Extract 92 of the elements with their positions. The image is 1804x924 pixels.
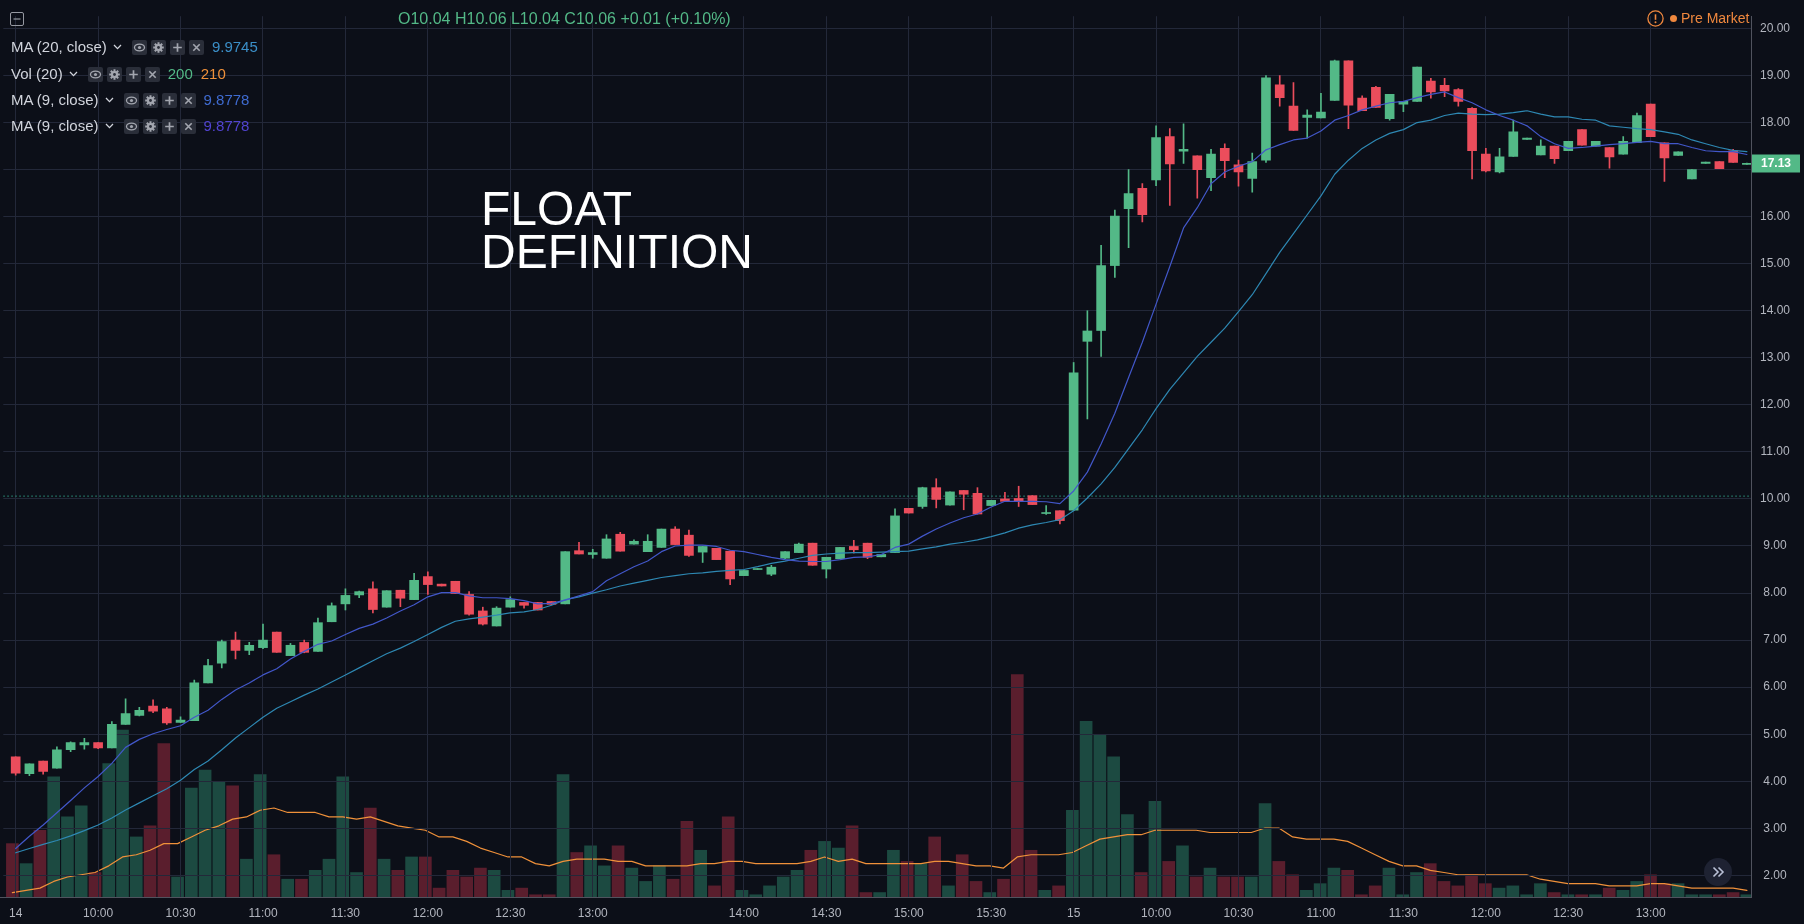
bar <box>694 849 708 897</box>
candlestick <box>1316 93 1326 119</box>
bar <box>1162 861 1176 897</box>
y-tick-label: 13.00 <box>1760 350 1791 365</box>
y-tick-label: 4.00 <box>1763 773 1788 788</box>
bar <box>212 780 226 897</box>
x-tick-label: 15:00 <box>893 905 925 920</box>
bar <box>570 852 584 897</box>
annotation: 210 <box>200 65 226 83</box>
x-tick-label: 14:00 <box>728 905 760 920</box>
y-tick-label: 7.00 <box>1763 632 1788 647</box>
bar <box>556 774 570 897</box>
bar <box>1547 892 1561 897</box>
y-tick-label: 5.00 <box>1763 726 1788 741</box>
bar <box>1602 887 1616 897</box>
bar <box>804 849 818 897</box>
bar <box>391 869 405 897</box>
x-tick-label: 14:30 <box>811 905 842 920</box>
x-tick-label: 12:00 <box>1470 905 1502 920</box>
bar <box>226 785 239 897</box>
x-tick-label: 13:00 <box>1635 905 1667 920</box>
bar <box>267 854 281 897</box>
y-tick-label: 16.00 <box>1760 208 1791 223</box>
bar <box>1176 845 1189 897</box>
bar <box>1189 876 1203 897</box>
bar <box>845 825 859 897</box>
x-tick-label: 15 <box>1066 905 1081 920</box>
x-tick-label: 11:30 <box>330 905 361 920</box>
annotation: MA (20, close) <box>11 38 107 56</box>
annotation: O10.04 H10.06 L10.04 C10.06 +0.01 (+0.10%) <box>398 10 731 28</box>
annotation: Pre Market <box>1681 9 1750 27</box>
annotation: MA (9, close) <box>11 117 99 135</box>
x-tick-label: 12:30 <box>1553 905 1584 920</box>
x-tick-label: 11:00 <box>1306 905 1336 920</box>
bar <box>942 885 955 897</box>
y-tick-label: 14.00 <box>1760 303 1791 318</box>
x-tick-label: 12:30 <box>495 905 526 920</box>
bar <box>1575 894 1589 897</box>
x-tick-label: 11:00 <box>248 905 278 920</box>
annotation: Vol (20) <box>11 65 63 83</box>
y-tick-label: 18.00 <box>1760 114 1791 129</box>
y-tick-label: 11.00 <box>1760 444 1790 459</box>
y-tick-label: 2.00 <box>1763 867 1788 882</box>
bar <box>1134 872 1148 897</box>
text: 17.13 <box>1760 156 1792 171</box>
candlestick <box>1041 505 1051 515</box>
bar <box>1052 885 1065 897</box>
y-tick-label: 19.00 <box>1760 67 1791 82</box>
annotation: 9.8778 <box>203 117 250 135</box>
candlestick <box>1302 109 1313 139</box>
x-tick-label: 10:00 <box>83 905 114 920</box>
x-tick-label: 15:30 <box>976 905 1007 920</box>
x-tick-label: 10:30 <box>1223 905 1254 920</box>
x-tick-label: 12:00 <box>412 905 444 920</box>
bar <box>983 892 997 897</box>
bar <box>1561 894 1575 897</box>
y-tick-label: 15.00 <box>1760 256 1791 270</box>
bar <box>1492 887 1506 897</box>
bar <box>914 863 928 897</box>
x-tick-label: 14 <box>8 905 23 920</box>
y-tick-label: 20.00 <box>1760 20 1791 35</box>
y-tick-label: 12.00 <box>1760 397 1791 412</box>
x-tick-label: 13:00 <box>577 905 609 920</box>
bar <box>859 892 873 897</box>
bar <box>1203 867 1217 897</box>
bar <box>1327 867 1341 897</box>
annotation: 9.9745 <box>211 38 258 56</box>
bar <box>680 821 694 897</box>
bar <box>295 878 308 897</box>
x-tick-label: 10:30 <box>165 905 196 920</box>
bar <box>281 878 295 897</box>
y-tick-label: 10.00 <box>1760 491 1791 506</box>
bar <box>1038 890 1052 897</box>
bar <box>363 807 377 897</box>
y-tick-label: 9.00 <box>1763 538 1788 553</box>
bar <box>611 845 625 897</box>
bar <box>377 858 391 897</box>
annotation: 9.8778 <box>203 91 250 109</box>
y-tick-label: 3.00 <box>1763 820 1788 835</box>
bar <box>1589 894 1602 897</box>
annotation: MA (9, close) <box>11 91 99 109</box>
y-tick-label: 6.00 <box>1763 679 1788 694</box>
y-tick-label: 8.00 <box>1763 585 1788 600</box>
annotation: 200 <box>167 65 193 83</box>
bar <box>928 836 942 897</box>
x-tick-label: 10:00 <box>1141 905 1172 920</box>
bar <box>666 878 680 897</box>
bar <box>405 856 418 897</box>
text: FLOAT DEFINITION <box>481 182 754 278</box>
x-tick-label: 11:30 <box>1388 905 1419 920</box>
candlestick <box>958 490 969 511</box>
bar <box>6 843 19 897</box>
